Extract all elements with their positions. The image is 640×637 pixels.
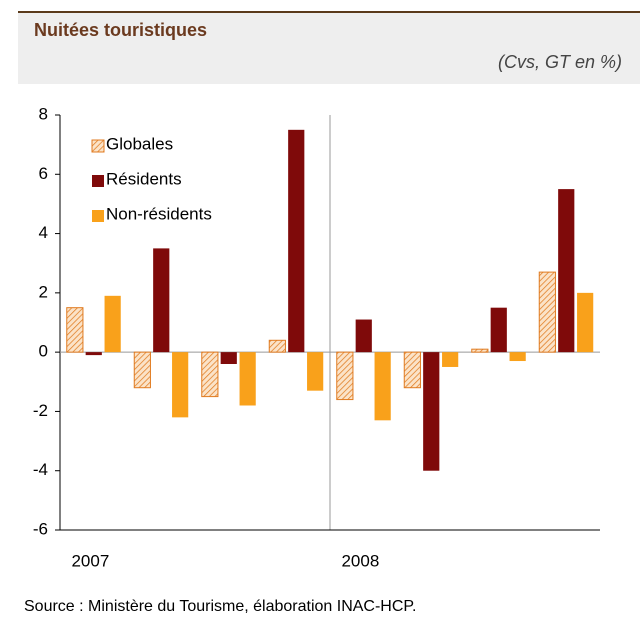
- bar: [288, 129, 305, 353]
- legend-label: Non-résidents: [106, 204, 212, 223]
- bar: [577, 292, 594, 353]
- bar: [509, 352, 526, 362]
- header-band: [18, 12, 640, 84]
- x-tick-label: 2007: [71, 551, 109, 570]
- legend-label: Résidents: [106, 169, 182, 188]
- bar: [538, 271, 556, 353]
- bar: [442, 352, 459, 367]
- bar: [133, 351, 151, 389]
- x-tick-label: 2008: [341, 551, 379, 570]
- y-tick-label: 2: [39, 282, 48, 301]
- y-tick-label: 0: [39, 342, 48, 361]
- bar: [85, 352, 102, 356]
- chart-subtitle: (Cvs, GT en %): [498, 52, 622, 72]
- bar: [490, 307, 507, 353]
- bar: [558, 189, 575, 353]
- legend-swatch: [92, 210, 104, 222]
- y-tick-label: 4: [39, 223, 48, 242]
- y-tick-label: -2: [33, 401, 48, 420]
- bar: [66, 307, 84, 353]
- y-tick-label: 8: [39, 104, 48, 123]
- bar: [268, 339, 286, 353]
- chart-title: Nuitées touristiques: [34, 20, 207, 40]
- bar: [172, 352, 189, 418]
- bar: [403, 351, 421, 389]
- bar: [153, 248, 170, 353]
- y-tick-label: -6: [33, 519, 48, 538]
- bar: [201, 351, 219, 398]
- bar: [336, 351, 354, 401]
- bar: [307, 352, 324, 391]
- bar: [471, 348, 489, 353]
- y-tick-label: -4: [33, 460, 48, 479]
- y-tick-label: 6: [39, 164, 48, 183]
- bar: [104, 295, 121, 353]
- legend-swatch: [91, 139, 105, 153]
- source-note: Source : Ministère du Tourisme, élaborat…: [24, 598, 416, 615]
- bar: [220, 352, 237, 364]
- bar: [374, 352, 391, 421]
- bar: [423, 352, 440, 471]
- bar: [239, 352, 256, 406]
- legend-label: Globales: [106, 134, 173, 153]
- bar: [355, 319, 372, 353]
- legend-swatch: [92, 175, 104, 187]
